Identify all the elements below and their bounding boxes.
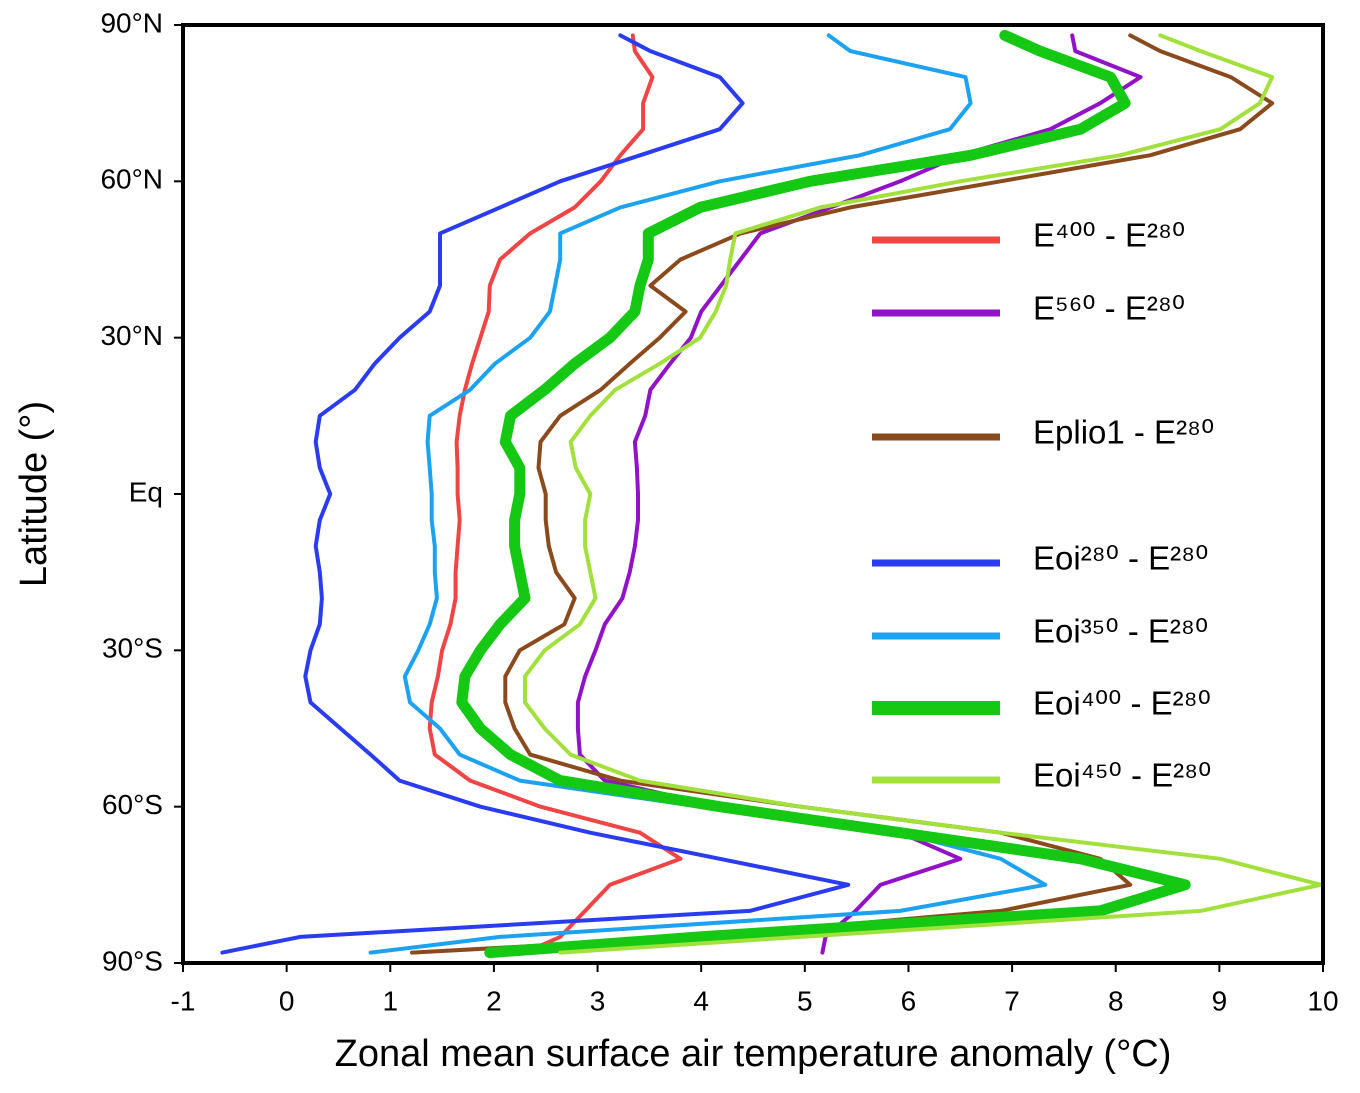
x-tick-label: 10 xyxy=(1307,985,1338,1016)
x-tick-label: 9 xyxy=(1212,985,1228,1016)
data-line xyxy=(456,29,1191,959)
x-tick-label: 0 xyxy=(279,985,295,1016)
x-tick-label: -1 xyxy=(171,985,196,1016)
y-tick-label: 90°S xyxy=(102,945,163,976)
data-line xyxy=(427,33,683,955)
y-tick-label: Eq xyxy=(129,476,163,507)
x-tick-label: 6 xyxy=(901,985,917,1016)
x-tick-label: 4 xyxy=(693,985,709,1016)
y-tick-label: 90°N xyxy=(100,7,163,38)
legend-label: Eoi⁴⁰⁰ - E²⁸⁰ xyxy=(1033,685,1211,722)
legend-label: E⁴⁰⁰ - E²⁸⁰ xyxy=(1033,217,1185,254)
y-tick-label: 60°S xyxy=(102,789,163,820)
y-tick-label: 30°S xyxy=(102,633,163,664)
legend-label: Eoi²⁸⁰ - E²⁸⁰ xyxy=(1033,540,1208,577)
x-tick-label: 3 xyxy=(590,985,606,1016)
plot-frame xyxy=(181,23,1325,965)
x-tick-label: 1 xyxy=(382,985,398,1016)
y-axis-title: Latitude (°) xyxy=(13,401,55,587)
y-tick-label: 30°N xyxy=(100,320,163,351)
y-tick-label: 60°N xyxy=(100,164,163,195)
legend-label: Eplio1 - E²⁸⁰ xyxy=(1033,414,1214,451)
data-line xyxy=(368,33,1048,955)
legend-label: E⁵⁶⁰ - E²⁸⁰ xyxy=(1033,290,1185,327)
data-line xyxy=(523,33,1323,955)
x-axis-title: Zonal mean surface air temperature anoma… xyxy=(335,1033,1172,1075)
x-tick-label: 5 xyxy=(797,985,813,1016)
x-tick-label: 7 xyxy=(1004,985,1020,1016)
legend-label: Eoi³⁵⁰ - E²⁸⁰ xyxy=(1033,613,1208,650)
x-tick-label: 2 xyxy=(486,985,502,1016)
x-tick-label: 8 xyxy=(1108,985,1124,1016)
legend-label: Eoi⁴⁵⁰ - E²⁸⁰ xyxy=(1033,757,1211,794)
data-line xyxy=(220,33,851,955)
